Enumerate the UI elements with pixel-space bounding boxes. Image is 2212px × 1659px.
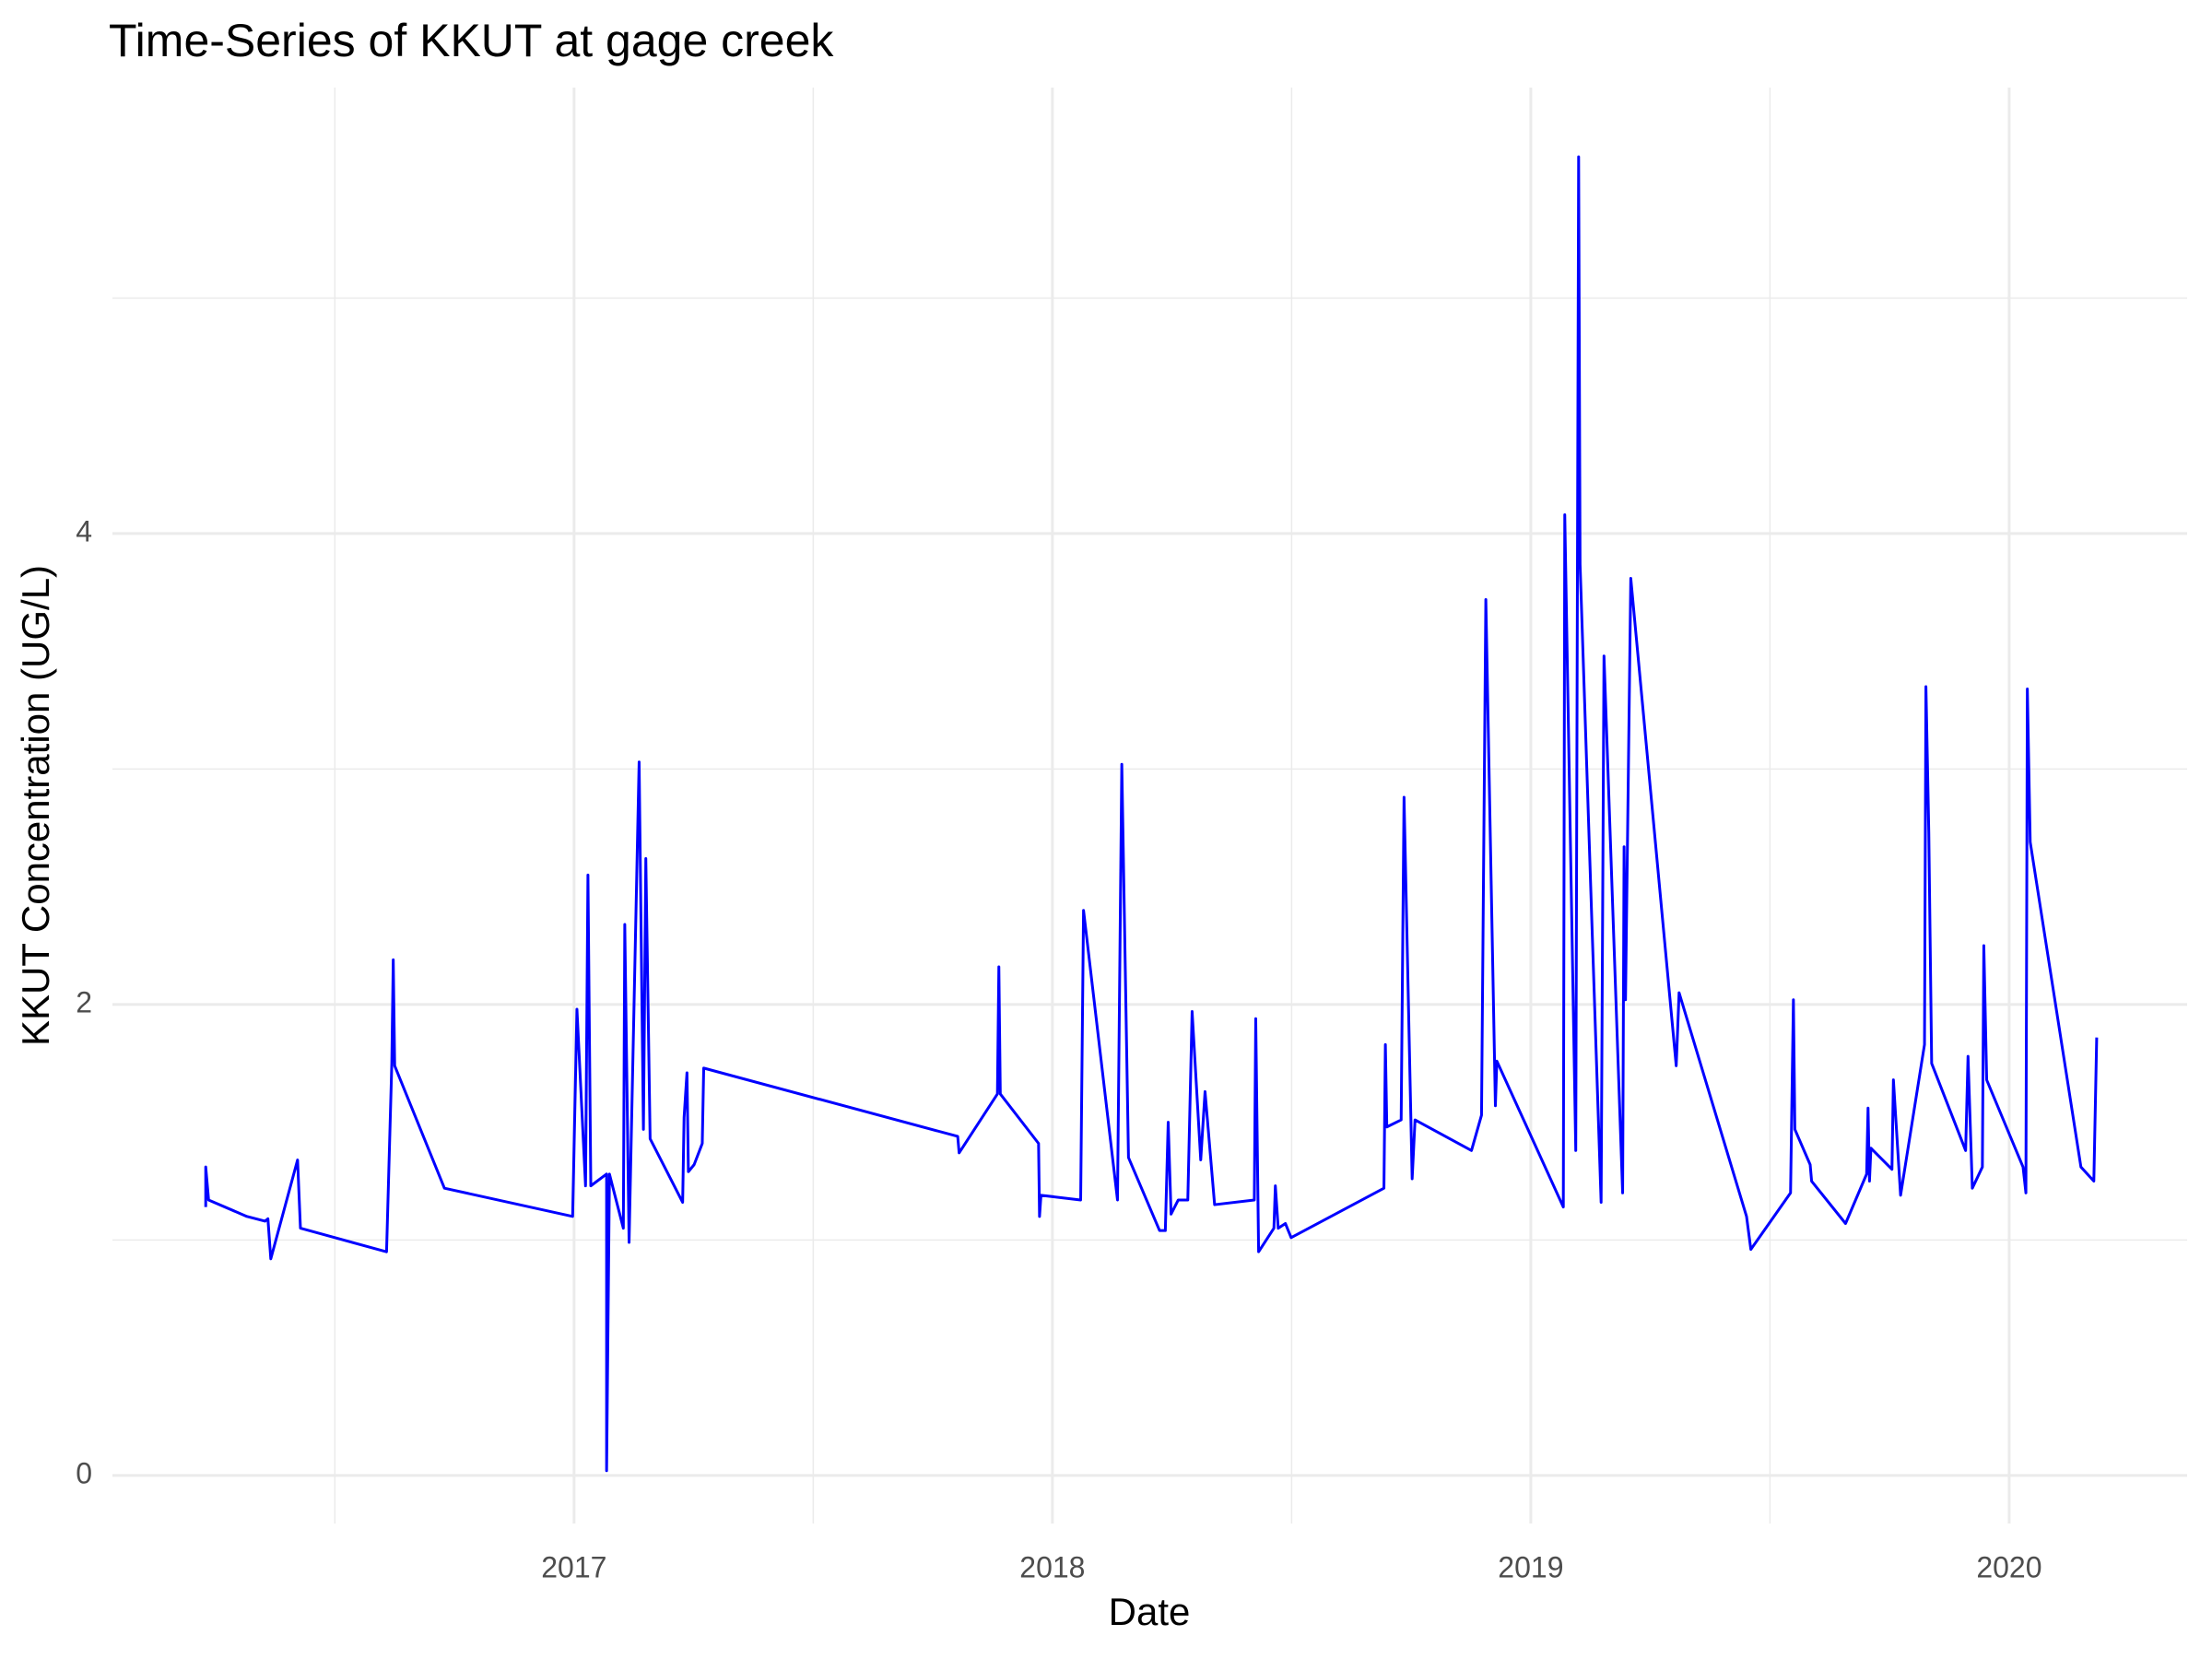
y-tick-label: 2 (76, 985, 92, 1018)
x-tick-label: 2020 (1976, 1550, 2041, 1583)
y-tick-label: 4 (76, 514, 92, 547)
y-axis-label: KKUT Concentration (UG/L) (14, 565, 57, 1046)
y-tick-label: 0 (76, 1456, 92, 1489)
chart-title: Time-Series of KKUT at gage creek (109, 15, 834, 66)
data-line (204, 155, 2099, 1473)
x-tick-label: 2018 (1019, 1550, 1085, 1583)
x-tick-label: 2019 (1498, 1550, 1563, 1583)
x-tick-label: 2017 (541, 1550, 606, 1583)
x-axis-label: Date (1109, 1590, 1191, 1633)
